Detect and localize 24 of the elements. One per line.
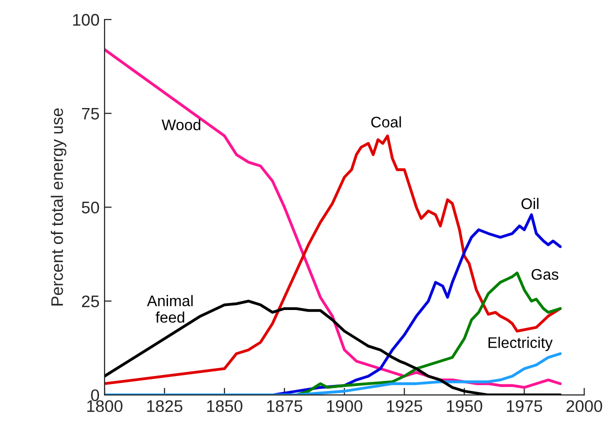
series-label: Wood <box>162 119 200 130</box>
series-label: Animal feed <box>146 295 193 323</box>
y-tick-label: 25 <box>82 295 99 308</box>
line-series <box>104 48 562 389</box>
series-label: Electricity <box>488 336 553 352</box>
y-axis-title: Percent of total energy use <box>50 108 66 306</box>
x-tick-label: 1800 <box>87 400 122 412</box>
line-series <box>104 352 562 395</box>
x-tick-label: 1875 <box>267 400 302 412</box>
y-tick-label: 50 <box>82 202 100 214</box>
y-tick-label: 0 <box>91 389 100 402</box>
series-label: Gas <box>532 268 558 280</box>
y-tick-label: 75 <box>82 108 99 120</box>
x-tick-label: 1825 <box>147 400 182 412</box>
x-tick-label: 1900 <box>327 400 362 412</box>
line-series <box>104 134 562 386</box>
x-tick-label: 1950 <box>447 400 482 412</box>
y-tick-label: 100 <box>73 14 100 26</box>
x-tick-label: 1925 <box>387 400 422 412</box>
x-tick-label: 1975 <box>507 400 542 412</box>
x-tick-label: 2000 <box>566 400 602 412</box>
x-tick-label: 1850 <box>207 400 242 412</box>
series-label: Coal <box>371 116 401 128</box>
series-label: Oil <box>521 198 538 210</box>
